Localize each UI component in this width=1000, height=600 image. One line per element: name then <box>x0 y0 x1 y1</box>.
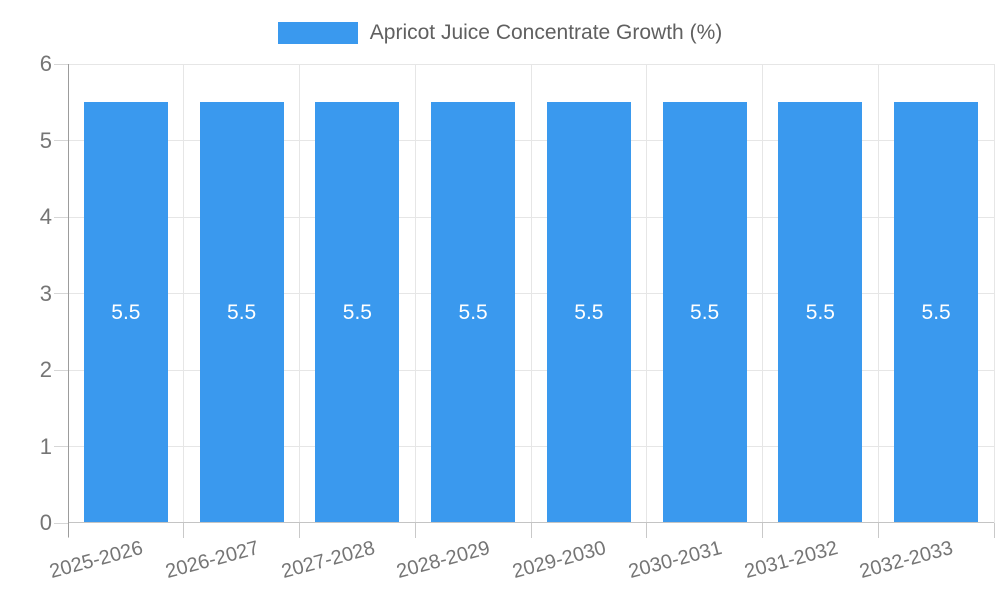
y-tick-label: 3 <box>39 280 52 306</box>
x-tick-label: 2029-2030 <box>510 537 609 584</box>
bar[interactable]: 5.5 <box>546 102 631 523</box>
gridline-vertical <box>762 64 763 523</box>
y-tick-label: 4 <box>39 204 52 229</box>
x-axis-tick <box>877 523 879 538</box>
bar-value-label: 5.5 <box>342 300 372 324</box>
legend-series-label: Apricot Juice Concentrate Growth (%) <box>369 21 723 44</box>
bar[interactable]: 5.5 <box>83 102 168 523</box>
bar[interactable]: 5.5 <box>315 102 400 523</box>
y-tick-label: 6 <box>39 51 52 76</box>
gridline-vertical <box>877 64 879 523</box>
bar-value-label: 5.5 <box>805 300 835 324</box>
y-axis-tick <box>54 140 68 141</box>
x-tick-label: 2028-2029 <box>394 537 493 584</box>
bar[interactable]: 5.5 <box>199 102 284 523</box>
x-axis-tick <box>762 523 763 538</box>
bar[interactable]: 5.5 <box>778 102 863 523</box>
x-tick-label: 2026-2027 <box>163 537 262 584</box>
x-axis-tick <box>299 523 300 538</box>
y-axis-tick <box>54 522 68 524</box>
bar[interactable]: 5.5 <box>894 102 979 523</box>
bar-value-label: 5.5 <box>227 300 257 324</box>
gridline-vertical <box>414 64 416 523</box>
gridline-vertical <box>993 64 995 523</box>
y-tick-label: 1 <box>39 433 52 459</box>
gridline-vertical <box>183 64 185 523</box>
bar-value-label: 5.5 <box>921 300 951 324</box>
legend-color-swatch <box>277 22 358 44</box>
x-tick-label: 2032-2033 <box>857 537 956 584</box>
y-axis-tick <box>54 63 68 65</box>
legend-item[interactable]: Apricot Juice Concentrate Growth (%) <box>277 21 723 45</box>
x-axis-tick <box>183 523 185 538</box>
x-tick-label: 2027-2028 <box>278 537 378 584</box>
y-tick-label: 0 <box>39 510 52 535</box>
chart-legend: Apricot Juice Concentrate Growth (%) <box>0 18 1000 48</box>
x-tick-label: 2030-2031 <box>626 537 725 584</box>
bar[interactable]: 5.5 <box>662 102 747 523</box>
x-axis-tick <box>414 523 416 538</box>
y-tick-label: 2 <box>39 357 52 382</box>
plot-area: 0 1 2 3 4 5 6 5.5 2025-2026 5.5 2026-2027 5.5 2027-2… <box>40 51 995 583</box>
x-tick-label: 2025-2026 <box>47 537 146 584</box>
x-axis-tick <box>993 523 995 538</box>
bar-value-label: 5.5 <box>458 300 488 324</box>
x-tick-label: 2031-2032 <box>741 537 841 584</box>
gridline-vertical <box>530 64 532 523</box>
bar-value-label: 5.5 <box>111 300 141 324</box>
y-axis-tick <box>54 369 68 371</box>
bar[interactable]: 5.5 <box>431 102 516 523</box>
y-axis-tick <box>54 216 68 218</box>
x-axis-tick <box>646 523 648 538</box>
y-axis-tick <box>54 293 68 294</box>
y-tick-label: 5 <box>39 127 52 153</box>
y-axis-tick <box>54 446 68 447</box>
y-axis-line <box>68 64 69 537</box>
bar-value-label: 5.5 <box>690 300 720 324</box>
gridline-vertical <box>646 64 648 523</box>
x-axis-line <box>68 522 994 523</box>
bar-value-label: 5.5 <box>574 300 604 324</box>
gridline-vertical <box>299 64 300 523</box>
x-axis-tick <box>530 523 532 538</box>
